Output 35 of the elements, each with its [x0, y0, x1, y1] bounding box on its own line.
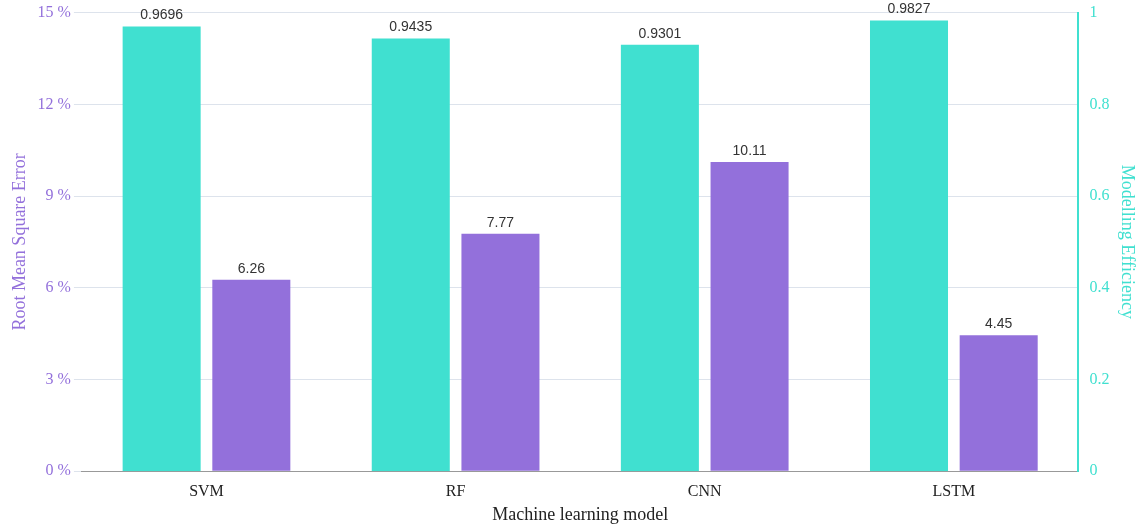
bar [869, 20, 949, 472]
data-label: 4.45 [985, 315, 1013, 332]
y2-tick-label: 0.2 [1089, 369, 1110, 387]
bar [371, 38, 450, 472]
x-axis-title: Machine learning model [492, 503, 669, 524]
y-tick-label: 15 % [37, 2, 71, 20]
y-tick-label: 0 % [45, 461, 71, 479]
data-label: 6.26 [237, 259, 266, 276]
y2-tick-label: 0.4 [1089, 277, 1110, 295]
y-tick-label: 12 % [37, 94, 71, 112]
bar [710, 162, 789, 471]
y-axis-title: Root Mean Square Error [8, 153, 29, 331]
bar [461, 233, 540, 471]
y-tick-label: 6 % [45, 277, 71, 295]
data-label: 7.77 [486, 213, 515, 230]
x-tick-label: CNN [687, 482, 723, 499]
x-tick-label: LSTM [932, 482, 976, 499]
bar [122, 26, 201, 472]
bar [959, 335, 1038, 471]
data-label: 0.9827 [887, 0, 931, 17]
y-tick-label: 3 % [45, 369, 71, 387]
x-tick-label: RF [445, 482, 466, 499]
y2-axis-title: Modelling Efficiency [1118, 164, 1139, 319]
y-tick-label: 9 % [45, 186, 71, 204]
x-tick-label: SVM [189, 482, 224, 499]
bar [620, 44, 699, 472]
data-label: 0.9435 [389, 18, 433, 35]
y2-tick-label: 1 [1089, 2, 1098, 20]
data-label: 10.11 [732, 141, 767, 158]
data-label: 0.9696 [140, 6, 184, 23]
data-label: 0.9301 [638, 24, 682, 41]
y2-tick-label: 0.6 [1089, 186, 1110, 204]
y2-tick-label: 0.8 [1089, 94, 1110, 112]
bar [212, 279, 291, 471]
y2-tick-label: 0 [1089, 461, 1098, 479]
